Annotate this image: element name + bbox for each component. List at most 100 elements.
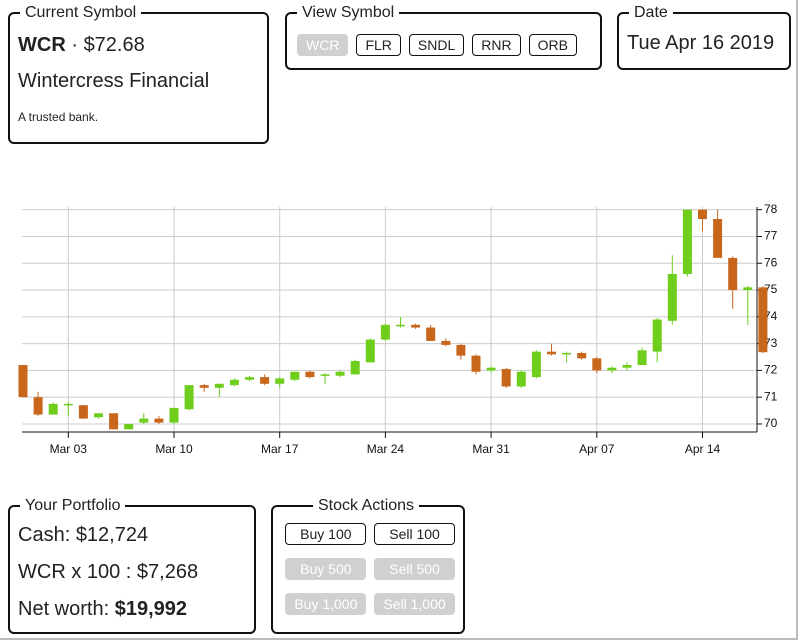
y-tick-label: 70: [764, 416, 778, 430]
candle-body: [758, 287, 768, 353]
y-tick-label: 71: [764, 389, 778, 403]
button-grid: Buy 100 Sell 100 Buy 500 Sell 500 Buy 1,000 S…: [281, 523, 459, 615]
panel-legend: View Symbol: [297, 4, 400, 22]
candle-body: [471, 355, 481, 372]
cash-label: Cash:: [18, 524, 71, 546]
candle-body: [124, 423, 134, 430]
candle-body: [516, 371, 526, 387]
x-tick-label: Mar 17: [261, 442, 299, 456]
button[interactable]: SNDL: [408, 34, 465, 56]
candle-body: [184, 385, 194, 410]
symbol: WCR: [18, 34, 66, 56]
x-tick-label: Apr 14: [685, 442, 721, 456]
candle-body: [229, 379, 239, 386]
candle-body: [275, 378, 285, 384]
candle-body: [426, 327, 436, 341]
button[interactable]: FLR: [356, 34, 401, 56]
candle-body: [743, 287, 753, 291]
button[interactable]: ORB: [528, 34, 577, 56]
candle-body: [260, 377, 270, 384]
separator: ·: [71, 34, 78, 56]
button: WCR: [297, 34, 349, 56]
candle-body: [622, 365, 632, 368]
candle-body: [682, 209, 692, 274]
view-symbol-panel: View Symbol WCR FLR SNDL RNR ORB: [285, 4, 602, 70]
candle-body: [290, 371, 300, 380]
date-value: Tue Apr 16 2019: [627, 32, 775, 54]
candle-body: [380, 324, 390, 340]
candle-body: [547, 351, 556, 355]
description: A trusted bank.: [18, 110, 99, 124]
candle-body: [320, 374, 330, 376]
candle-body: [396, 324, 405, 327]
candle-body: [139, 418, 149, 423]
symbol-line: WCR · $72.68: [18, 34, 145, 57]
candle-body: [592, 358, 602, 371]
net-worth-label: Net worth:: [18, 598, 110, 620]
candle-body: [456, 344, 466, 356]
candle-body: [577, 352, 587, 359]
button-row: WCR FLR SNDL RNR ORB: [297, 34, 577, 56]
candle-body: [411, 324, 421, 328]
y-tick-label: 74: [764, 309, 778, 323]
panel-legend: Current Symbol: [20, 4, 142, 22]
button[interactable]: Buy 100: [285, 523, 367, 545]
button: Buy 500: [285, 558, 367, 580]
y-tick-label: 73: [764, 336, 778, 350]
candle-body: [728, 257, 738, 291]
candle-body: [637, 350, 647, 366]
y-tick-label: 78: [764, 202, 778, 216]
current-symbol-panel: Current Symbol WCR · $72.68 Wintercress …: [8, 4, 269, 144]
button[interactable]: Sell 100: [374, 523, 455, 545]
date-panel: Date Tue Apr 16 2019: [617, 4, 791, 70]
candle-body: [305, 371, 315, 378]
y-tick-label: 75: [764, 282, 778, 296]
x-tick-label: Mar 03: [50, 442, 88, 456]
y-tick-label: 76: [764, 255, 778, 269]
candle-body: [154, 418, 164, 423]
candle-body: [94, 413, 103, 418]
company-name: Wintercress Financial: [18, 70, 210, 92]
candle-body: [698, 209, 707, 220]
candle-body: [713, 219, 723, 258]
candle-body: [441, 340, 451, 345]
candle-body: [531, 351, 541, 378]
holding: WCR x 100 : $7,268: [18, 561, 199, 583]
net-worth-line: Net worth: $19,992: [18, 598, 187, 621]
button[interactable]: RNR: [472, 34, 521, 56]
candle-body: [501, 369, 511, 387]
candle-body: [350, 361, 360, 375]
stock-actions-panel: Stock Actions Buy 100 Sell 100 Buy 500 Sell…: [271, 497, 465, 634]
panel-legend: Your Portfolio: [20, 497, 126, 515]
net-worth: $19,992: [114, 598, 188, 620]
candle-body: [63, 403, 73, 406]
x-tick-label: Mar 24: [367, 442, 405, 456]
candle-body: [169, 407, 179, 423]
candle-body: [607, 367, 617, 371]
candle-body: [652, 319, 662, 352]
y-tick-label: 77: [764, 229, 778, 243]
portfolio-panel: Your Portfolio Cash: $12,724 WCR x 100 :…: [8, 497, 256, 634]
candle-body: [48, 403, 58, 415]
x-tick-label: Mar 10: [155, 442, 193, 456]
button: Sell 1,000: [374, 593, 455, 615]
panel-legend: Date: [629, 4, 673, 22]
cash-line: Cash: $12,724: [18, 524, 148, 547]
y-tick-label: 72: [764, 363, 778, 377]
candle-body: [18, 365, 28, 398]
candle-body: [667, 273, 677, 321]
cash: $12,724: [75, 524, 149, 546]
candle-body: [33, 397, 43, 415]
candle-body: [214, 383, 224, 388]
candle-body: [109, 413, 119, 430]
x-tick-label: Apr 07: [579, 442, 615, 456]
candle-body: [365, 339, 375, 363]
button: Buy 1,000: [285, 593, 367, 615]
candle-body: [335, 371, 345, 376]
candle-body: [199, 385, 209, 388]
candle-body: [562, 352, 572, 355]
candlestick-chart: 70 71 72 73 74 75 76 77 78 Mar 03 Mar 10 Mar 17 Mar …: [18, 202, 778, 456]
button: Sell 500: [374, 558, 455, 580]
